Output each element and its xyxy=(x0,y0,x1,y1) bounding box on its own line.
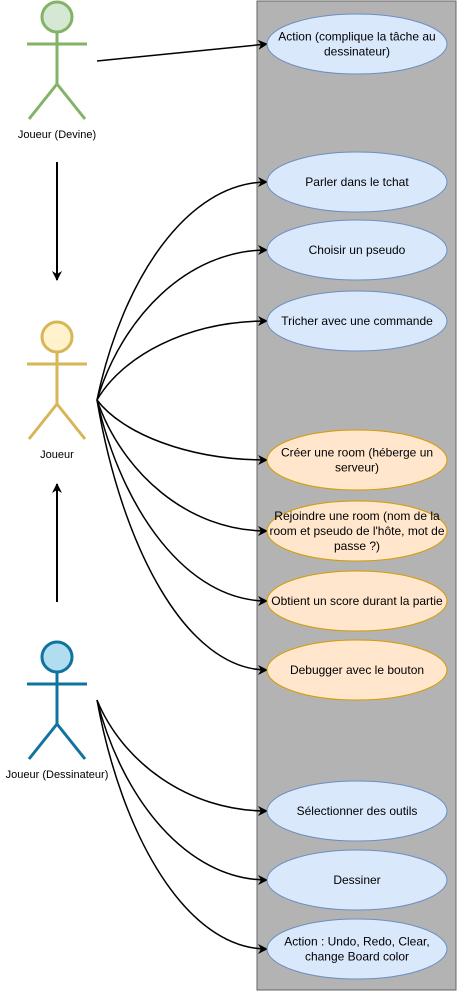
actor-head xyxy=(40,320,74,354)
use-case-label-line: room et pseudo de l'hôte, mot de xyxy=(269,524,444,538)
actor-label: Joueur (Devine) xyxy=(18,129,96,141)
use-case-ellipse xyxy=(266,849,448,911)
use-case-label-line: change Board color xyxy=(305,950,409,964)
use-case-uc9: Sélectionner des outils xyxy=(266,780,448,842)
use-case-ellipse xyxy=(266,290,448,352)
actor-dessinateur: Joueur (Dessinateur) xyxy=(6,640,109,781)
association-edge-uc5 xyxy=(96,399,268,465)
use-case-ellipse xyxy=(266,13,448,75)
actor-right-leg xyxy=(55,403,87,440)
association-edge-uc11 xyxy=(96,699,268,954)
association-edge-uc2 xyxy=(96,177,268,401)
use-case-label-line: Obtient un score durant la partie xyxy=(271,594,443,608)
actor-joueur: Joueur xyxy=(27,320,87,461)
actor-label: Joueur xyxy=(40,449,74,461)
actor-left-leg xyxy=(27,403,59,440)
association-edges xyxy=(96,39,268,954)
actor-head xyxy=(40,640,74,674)
use-cases: Action (complique la tâche audessinateur… xyxy=(266,13,448,980)
use-case-ellipse xyxy=(266,151,448,213)
use-case-uc1: Action (complique la tâche audessinateur… xyxy=(266,13,448,75)
use-case-label-line: serveur) xyxy=(335,461,379,475)
use-case-uc7: Obtient un score durant la partie xyxy=(266,570,448,632)
association-edge-uc10 xyxy=(96,699,268,885)
use-case-label-line: Dessiner xyxy=(333,873,380,887)
use-case-uc4: Tricher avec une commande xyxy=(266,290,448,352)
use-case-ellipse xyxy=(266,918,448,980)
association-edge-uc3 xyxy=(96,245,268,401)
use-case-label-line: Choisir un pseudo xyxy=(309,243,406,257)
use-case-ellipse xyxy=(266,219,448,281)
use-case-label-line: Debugger avec le bouton xyxy=(290,663,424,677)
use-case-label-line: dessinateur) xyxy=(324,45,390,59)
actor-label: Joueur (Dessinateur) xyxy=(6,769,109,781)
use-case-label-line: Sélectionner des outils xyxy=(297,804,418,818)
use-case-label-line: Action (complique la tâche au xyxy=(278,30,435,44)
use-case-ellipse xyxy=(266,500,448,562)
use-case-label-line: Rejoindre une room (nom de la xyxy=(274,509,440,523)
association-edge-uc9 xyxy=(96,699,268,816)
actor-head xyxy=(40,0,74,34)
use-case-ellipse xyxy=(266,639,448,701)
actor-right-leg xyxy=(55,83,87,120)
actor-devine: Joueur (Devine) xyxy=(18,0,96,141)
use-case-ellipse xyxy=(266,429,448,491)
use-case-label-line: Parler dans le tchat xyxy=(305,175,409,189)
use-case-uc2: Parler dans le tchat xyxy=(266,151,448,213)
actor-left-leg xyxy=(27,83,59,120)
actors: Joueur (Devine) Joueur Joueur (Dessinateur… xyxy=(6,0,109,781)
use-case-uc10: Dessiner xyxy=(266,849,448,911)
use-case-label-line: Action : Undo, Redo, Clear, xyxy=(284,935,429,949)
actor-right-leg xyxy=(55,723,87,760)
use-case-uc3: Choisir un pseudo xyxy=(266,219,448,281)
use-case-uc11: Action : Undo, Redo, Clear,change Board … xyxy=(266,918,448,980)
use-case-label-line: Créer une room (héberge un xyxy=(281,446,433,460)
use-case-label-line: passe ?) xyxy=(334,539,380,553)
association-edge-uc1 xyxy=(96,39,268,62)
system-boundary xyxy=(256,0,457,991)
association-edge-uc6 xyxy=(96,399,268,536)
association-edge-uc4 xyxy=(96,316,268,401)
actor-left-leg xyxy=(27,723,59,760)
use-case-ellipse xyxy=(266,780,448,842)
association-edge-uc8 xyxy=(96,399,268,675)
use-case-ellipse xyxy=(266,570,448,632)
use-case-uc8: Debugger avec le bouton xyxy=(266,639,448,701)
association-edge-uc7 xyxy=(96,399,268,606)
use-case-label-line: Tricher avec une commande xyxy=(281,314,433,328)
